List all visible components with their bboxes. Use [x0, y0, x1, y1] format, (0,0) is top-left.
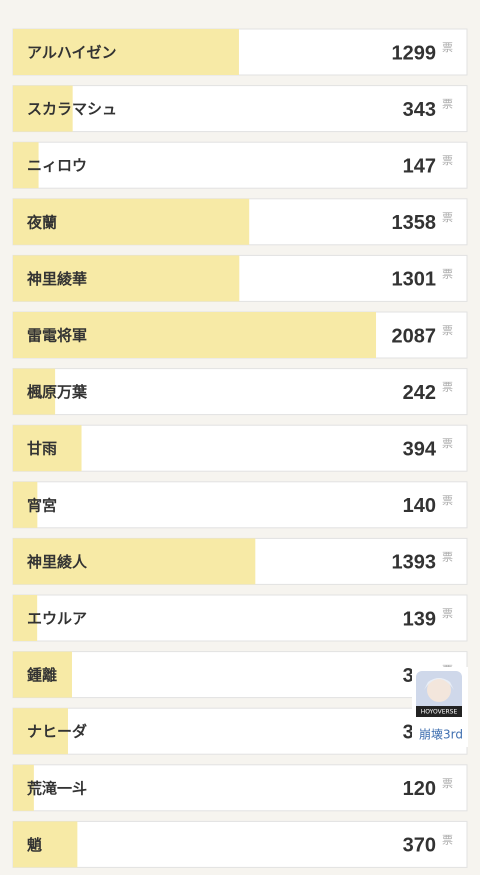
- value-label: 120: [403, 778, 436, 800]
- icon-band: [416, 706, 462, 717]
- row-bg: [12, 651, 468, 699]
- bar: [13, 312, 377, 358]
- value-label: 394: [403, 438, 437, 460]
- row-bg: [12, 368, 468, 416]
- unit-label: 票: [442, 550, 453, 563]
- value-label: 370: [403, 835, 436, 857]
- icon-hair: [424, 678, 454, 690]
- value-label: 147: [403, 155, 436, 177]
- value-label: 242: [403, 382, 436, 404]
- unit-label: 票: [442, 494, 453, 507]
- unit-label: 票: [442, 211, 453, 224]
- row-bg: [12, 424, 468, 472]
- unit-label: 票: [442, 777, 453, 790]
- category-label: 荒滝一斗: [27, 779, 87, 797]
- category-label: 神里綾人: [27, 553, 88, 571]
- category-label: 楓原万葉: [27, 383, 88, 401]
- row-bg: [12, 141, 468, 189]
- category-label: 夜蘭: [26, 213, 57, 231]
- category-label: ナヒーダ: [27, 723, 87, 741]
- unit-label: 票: [442, 98, 453, 111]
- row-bg: [12, 594, 468, 642]
- category-label: スカラマシュ: [27, 100, 117, 118]
- category-label: ニィロウ: [27, 157, 87, 175]
- bar: [13, 85, 73, 132]
- category-label: 雷電将軍: [27, 327, 87, 345]
- value-label: 1358: [392, 212, 437, 234]
- value-label: 2087: [392, 325, 437, 347]
- value-label: 343: [403, 99, 436, 121]
- bar: [13, 764, 34, 811]
- bar: [13, 708, 68, 755]
- bar: [13, 255, 240, 302]
- unit-label: 票: [442, 267, 453, 280]
- row-bg: [12, 707, 468, 755]
- category-label: アルハイゼン: [27, 44, 117, 62]
- overlay-label[interactable]: 崩壊3rd: [419, 728, 463, 742]
- unit-label: 票: [442, 41, 453, 54]
- unit-label: 票: [442, 607, 453, 620]
- category-label: 甘雨: [27, 440, 57, 458]
- value-label: 1301: [392, 269, 437, 291]
- unit-label: 票: [442, 437, 453, 450]
- category-label: 魈: [27, 836, 42, 854]
- unit-label: 票: [442, 324, 453, 337]
- bar: [13, 29, 239, 75]
- category-label: 鍾離: [27, 666, 57, 684]
- unit-label: 票: [442, 154, 453, 167]
- bar: [13, 481, 38, 528]
- bar: [13, 538, 256, 585]
- row-bg: [12, 764, 468, 812]
- category-label: エウルア: [27, 610, 87, 628]
- bar: [13, 821, 78, 868]
- unit-label: 票: [442, 381, 453, 394]
- value-label: 1299: [392, 42, 437, 64]
- category-label: 神里綾華: [27, 270, 87, 288]
- overlay-logo: HOYOVERSE: [421, 709, 458, 716]
- icon-face: [427, 678, 451, 702]
- bar: [13, 142, 39, 189]
- value-label: 139: [403, 608, 436, 630]
- overlay-widget[interactable]: HOYOVERSE 崩壊3rd: [412, 667, 468, 747]
- row-bg: [12, 481, 468, 529]
- unit-label: 票: [442, 833, 453, 846]
- bar: [13, 368, 56, 415]
- bar: [13, 198, 250, 245]
- row-bg: [12, 85, 468, 133]
- value-label: 1393: [392, 552, 437, 574]
- bar: [13, 651, 72, 698]
- bar: [13, 595, 38, 641]
- value-label: 140: [403, 495, 436, 517]
- row-bg: [12, 820, 468, 868]
- category-label: 宵宮: [27, 496, 57, 514]
- bar: [13, 425, 82, 472]
